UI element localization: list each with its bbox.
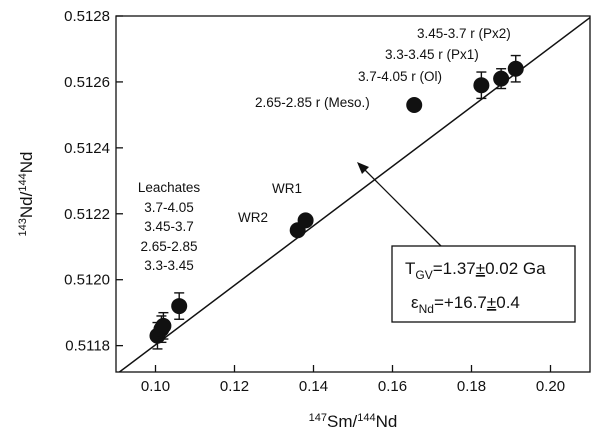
y-tick-label: 0.5120: [64, 272, 110, 289]
leachates-item-4: 3.3-3.45: [144, 258, 194, 273]
x-tick-label: 0.14: [299, 378, 328, 395]
result-epsilon-sub: Nd: [419, 302, 434, 316]
data-point: [155, 317, 172, 334]
leachates-item-1: 3.7-4.05: [144, 200, 194, 215]
x-axis-title-text: Sm/: [327, 412, 358, 431]
result-age: TGV=1.37±0.02 Ga: [405, 259, 546, 282]
data-points: [149, 54, 524, 350]
data-point: [493, 70, 510, 87]
result-box: [391, 245, 576, 323]
x-axis-title: 147Sm/144Nd: [309, 412, 398, 431]
result-age-err: 0.02 Ga: [485, 259, 546, 278]
data-point: [171, 298, 188, 315]
result-epsilon-pm: ±: [487, 293, 496, 312]
data-point: [473, 77, 490, 94]
result-epsilon-err: 0.4: [496, 293, 520, 312]
y-axis-title: 143Nd/144Nd: [17, 152, 36, 237]
label-px1: 3.3-3.45 r (Px1): [385, 47, 479, 62]
x-tick-label: 0.12: [220, 378, 249, 395]
label-wr1: WR1: [272, 181, 302, 196]
y-tick-label: 0.5122: [64, 206, 110, 223]
plot-frame: [115, 15, 591, 373]
x-tick-label: 0.18: [457, 378, 486, 395]
y-axis-title-sup2: 144: [17, 173, 29, 191]
y-tick-label: 0.5124: [64, 140, 110, 157]
y-axis-title-sup: 143: [17, 218, 29, 236]
result-age-sub: GV: [415, 268, 432, 282]
data-point: [507, 60, 524, 77]
x-tick-label: 0.16: [378, 378, 407, 395]
result-epsilon-symbol: ε: [411, 293, 419, 312]
y-tick-label: 0.5126: [64, 74, 110, 91]
label-ol: 3.7-4.05 r (Ol): [358, 69, 442, 84]
leachates-title: Leachates: [138, 180, 201, 195]
pointer-arrow: [361, 166, 444, 249]
label-meso: 2.65-2.85 r (Meso.): [255, 95, 370, 110]
result-age-pm: ±: [476, 259, 485, 278]
x-tick-label: 0.10: [141, 378, 170, 395]
y-axis-title-text: Nd/: [17, 191, 36, 218]
x-axis-title-sup: 147: [309, 412, 327, 424]
result-epsilon-value: =+16.7: [434, 293, 487, 312]
y-axis-ticks: 0.5118 0.5120 0.5122 0.5124 0.5126 0.5128: [64, 8, 123, 355]
x-axis-title-text2: Nd: [376, 412, 398, 431]
leachates-item-2: 3.45-3.7: [144, 219, 194, 234]
pointer-arrowhead: [357, 162, 369, 174]
result-age-symbol: T: [405, 259, 415, 278]
label-wr2: WR2: [238, 210, 268, 225]
result-age-value: =1.37: [433, 259, 476, 278]
isochron-line: [118, 16, 590, 372]
x-axis-ticks: 0.10 0.12 0.14 0.16 0.18 0.20: [141, 365, 565, 395]
result-epsilon: εNd=+16.7±0.4: [411, 293, 520, 316]
y-axis-title-text2: Nd: [17, 152, 36, 174]
data-point: [297, 212, 314, 229]
label-px2: 3.45-3.7 r (Px2): [417, 26, 511, 41]
leachates-item-3: 2.65-2.85: [140, 239, 197, 254]
y-tick-label: 0.5128: [64, 8, 110, 25]
x-tick-label: 0.20: [536, 378, 565, 395]
data-point: [406, 97, 423, 113]
x-axis-title-sup2: 144: [357, 412, 375, 424]
y-tick-label: 0.5118: [65, 338, 110, 355]
